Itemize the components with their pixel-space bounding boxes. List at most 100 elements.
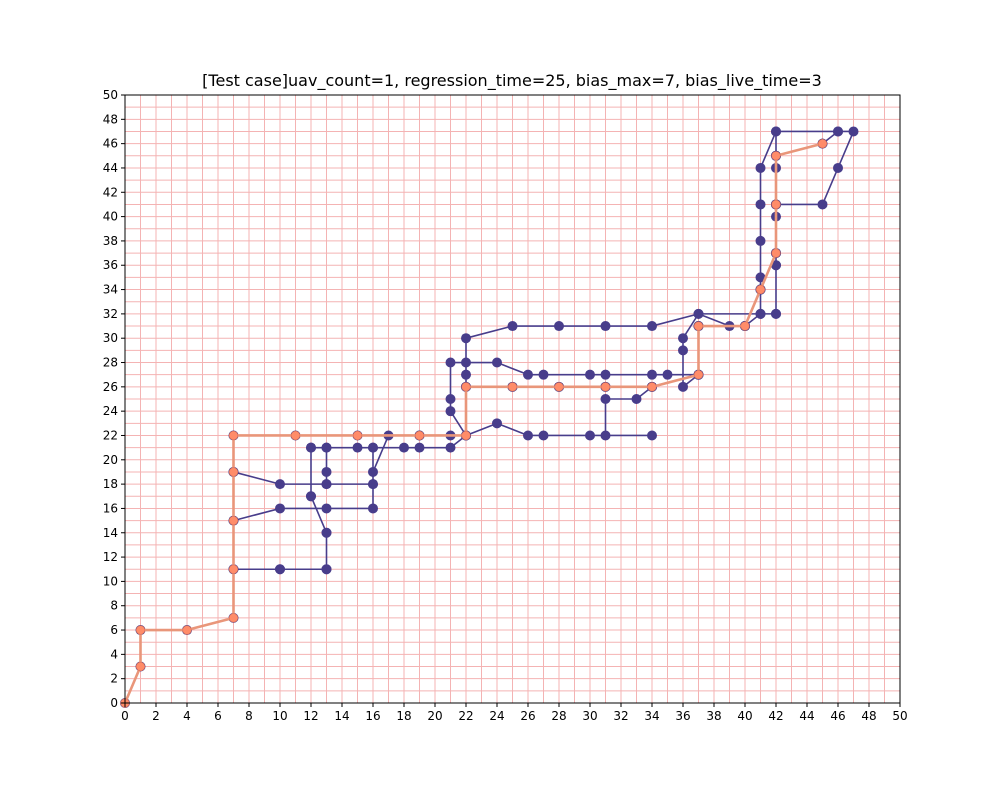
- x-tick-label: 30: [582, 709, 597, 723]
- data-point: [771, 308, 781, 319]
- x-tick-label: 38: [706, 709, 721, 723]
- data-point: [740, 321, 750, 331]
- x-tick-label: 26: [520, 709, 535, 723]
- y-tick-label: 26: [103, 380, 118, 394]
- y-tick-label: 24: [103, 404, 118, 418]
- y-tick-label: 22: [103, 428, 118, 442]
- data-point: [306, 442, 316, 453]
- y-tick-label: 46: [103, 137, 118, 151]
- data-point: [693, 370, 704, 380]
- data-point: [693, 308, 704, 319]
- y-tick-label: 2: [110, 672, 118, 686]
- data-point: [771, 151, 781, 161]
- data-point: [461, 357, 471, 368]
- y-tick-label: 34: [103, 283, 118, 297]
- y-tick-label: 50: [103, 88, 118, 102]
- data-point: [461, 333, 471, 344]
- x-tick-label: 48: [861, 709, 876, 723]
- y-tick-label: 8: [110, 599, 118, 613]
- data-point: [678, 381, 688, 392]
- data-point: [678, 345, 688, 356]
- y-tick-label: 30: [103, 331, 118, 345]
- data-point: [445, 357, 456, 368]
- data-point: [678, 333, 688, 344]
- x-tick-label: 40: [737, 709, 752, 723]
- series-line: [123, 142, 823, 704]
- x-tick-label: 50: [892, 709, 907, 723]
- y-tick-label: 0: [110, 696, 118, 710]
- y-tick-label: 36: [103, 258, 118, 272]
- data-point: [461, 382, 471, 392]
- data-point: [352, 442, 363, 453]
- data-point: [306, 491, 316, 502]
- data-point: [321, 442, 332, 453]
- x-tick-label: 28: [551, 709, 566, 723]
- data-point: [647, 430, 657, 441]
- data-point: [755, 162, 766, 173]
- data-point: [554, 382, 564, 392]
- data-point: [600, 430, 611, 441]
- data-point: [833, 162, 843, 173]
- x-tick-label: 12: [303, 709, 318, 723]
- x-tick-label: 8: [245, 709, 253, 723]
- data-point: [321, 479, 332, 490]
- data-point: [817, 139, 828, 149]
- data-point: [585, 430, 595, 441]
- data-point: [368, 503, 378, 514]
- data-point: [368, 466, 378, 477]
- y-tick-label: 28: [103, 356, 118, 370]
- data-point: [647, 369, 657, 380]
- y-tick-label: 12: [103, 550, 118, 564]
- y-tick-label: 4: [110, 647, 118, 661]
- data-point: [321, 466, 332, 477]
- data-point: [755, 235, 766, 246]
- data-point: [461, 369, 471, 380]
- data-point: [507, 382, 518, 392]
- x-tick-label: 24: [489, 709, 504, 723]
- y-tick-label: 32: [103, 307, 118, 321]
- y-tick-label: 20: [103, 453, 118, 467]
- y-tick-label: 38: [103, 234, 118, 248]
- data-point: [523, 430, 533, 441]
- data-point: [538, 369, 549, 380]
- series-layer: [120, 126, 859, 708]
- y-tick-label: 18: [103, 477, 118, 491]
- data-point: [538, 430, 549, 441]
- x-tick-label: 4: [183, 709, 191, 723]
- data-point: [135, 661, 146, 672]
- data-point: [228, 515, 239, 526]
- x-tick-label: 6: [214, 709, 222, 723]
- data-point: [228, 467, 239, 477]
- x-tick-label: 18: [396, 709, 411, 723]
- data-point: [662, 369, 673, 380]
- data-point: [600, 382, 611, 392]
- data-point: [771, 126, 781, 137]
- x-tick-label: 0: [121, 709, 129, 723]
- data-point: [275, 503, 285, 514]
- data-point: [368, 442, 378, 453]
- data-point: [771, 260, 781, 271]
- data-point: [368, 479, 378, 490]
- data-point: [461, 430, 471, 441]
- data-point: [182, 625, 192, 635]
- x-tick-label: 44: [799, 709, 814, 723]
- y-tick-label: 40: [103, 210, 118, 224]
- data-point: [135, 625, 146, 635]
- x-tick-label: 16: [365, 709, 380, 723]
- y-tick-label: 48: [103, 112, 118, 126]
- data-point: [275, 479, 285, 490]
- series-2: [120, 139, 828, 708]
- data-point: [771, 248, 781, 258]
- data-point: [414, 430, 425, 441]
- x-tick-label: 42: [768, 709, 783, 723]
- x-tick-label: 14: [334, 709, 349, 723]
- data-point: [693, 321, 704, 331]
- data-point: [848, 126, 859, 137]
- y-tick-label: 14: [103, 526, 118, 540]
- y-tick-label: 16: [103, 501, 118, 515]
- y-tick-label: 42: [103, 185, 118, 199]
- data-point: [321, 527, 332, 538]
- data-point: [321, 564, 332, 575]
- x-tick-label: 46: [830, 709, 845, 723]
